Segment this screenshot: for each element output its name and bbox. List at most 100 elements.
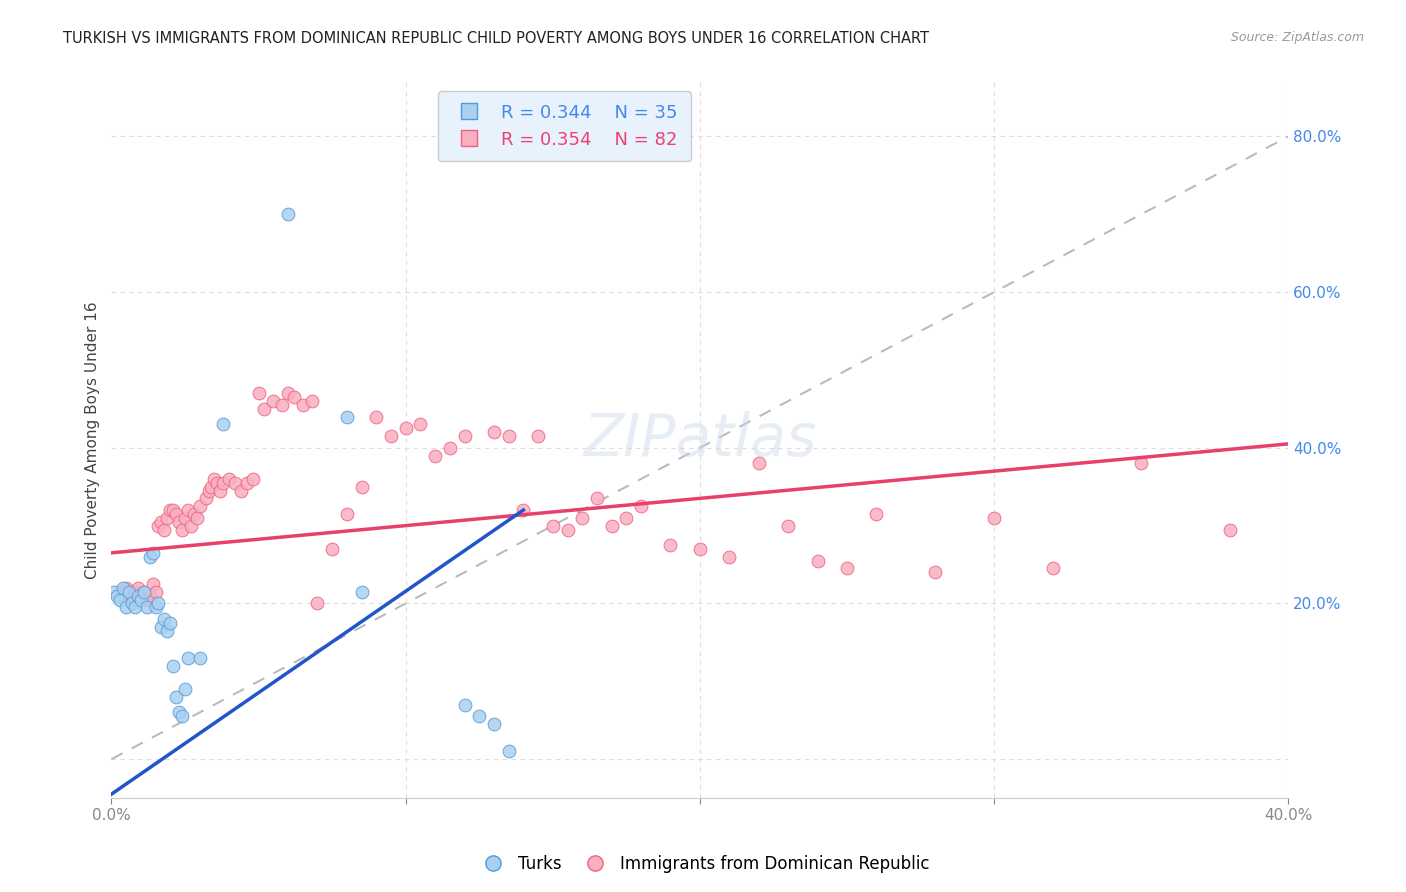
Point (224, 475, 246, 490)
Point (527, 429, 550, 443)
Point (262, 394, 284, 409)
Point (132, 584, 155, 599)
Point (188, 651, 211, 665)
Point (336, 409, 359, 424)
Point (145, 584, 167, 599)
Point (630, 499, 652, 513)
Point (148, 597, 170, 611)
Point (865, 507, 887, 521)
Point (247, 386, 270, 401)
Point (167, 515, 190, 529)
Point (321, 541, 343, 556)
Point (212, 475, 235, 490)
Point (350, 584, 373, 599)
Point (498, 429, 520, 443)
Point (689, 541, 711, 556)
Point (207, 475, 229, 490)
Point (380, 429, 402, 443)
Point (159, 615, 181, 630)
Point (1042, 561, 1064, 575)
Point (277, 207, 299, 221)
Point (156, 511, 179, 525)
Point (271, 398, 294, 412)
Point (482, 425, 505, 440)
Point (112, 584, 135, 599)
Point (586, 491, 609, 506)
Point (174, 682, 197, 697)
Point (395, 421, 418, 435)
Legend: Turks, Immigrants from Dominican Republic: Turks, Immigrants from Dominican Republi… (470, 848, 936, 880)
Point (557, 523, 579, 537)
Point (115, 600, 138, 615)
Point (236, 475, 259, 490)
Point (1219, 523, 1241, 537)
Point (200, 480, 222, 494)
Point (142, 577, 165, 591)
Point (253, 401, 276, 416)
Point (212, 417, 235, 432)
Point (138, 589, 160, 603)
Point (105, 589, 128, 603)
Point (145, 600, 167, 615)
Point (124, 584, 146, 599)
Point (301, 394, 323, 409)
Point (778, 518, 800, 533)
Point (835, 561, 858, 575)
Point (121, 597, 143, 611)
Point (165, 507, 187, 521)
Point (159, 503, 181, 517)
Point (1130, 456, 1153, 470)
Point (209, 483, 232, 498)
Point (167, 706, 190, 720)
Point (180, 518, 202, 533)
Point (498, 744, 520, 758)
Point (121, 592, 143, 607)
Text: ZIPatlas: ZIPatlas (583, 411, 817, 468)
Point (150, 620, 173, 634)
Point (924, 566, 946, 580)
Point (135, 592, 157, 607)
Point (336, 507, 359, 521)
Point (138, 549, 160, 564)
Text: Source: ZipAtlas.com: Source: ZipAtlas.com (1230, 31, 1364, 45)
Point (512, 503, 534, 517)
Point (186, 511, 208, 525)
Point (229, 483, 252, 498)
Point (153, 612, 176, 626)
Point (218, 472, 240, 486)
Point (197, 483, 219, 498)
Point (118, 584, 141, 599)
Point (350, 480, 373, 494)
Point (366, 409, 388, 424)
Point (148, 518, 170, 533)
Legend: R = 0.344    N = 35, R = 0.354    N = 82: R = 0.344 N = 35, R = 0.354 N = 82 (439, 91, 690, 161)
Point (127, 589, 149, 603)
Point (202, 472, 225, 486)
Point (277, 386, 299, 401)
Point (103, 584, 125, 599)
Point (112, 581, 135, 595)
Point (482, 717, 505, 731)
Point (150, 515, 173, 529)
Point (129, 589, 152, 603)
Point (124, 600, 146, 615)
Point (614, 511, 637, 525)
Point (132, 584, 155, 599)
Point (283, 390, 305, 404)
Point (118, 589, 141, 603)
Point (291, 398, 314, 412)
Point (129, 592, 152, 607)
Point (468, 709, 491, 723)
Point (571, 511, 593, 525)
Point (165, 690, 187, 704)
Point (170, 523, 193, 537)
Point (162, 503, 184, 517)
Point (135, 600, 157, 615)
Point (453, 429, 475, 443)
Point (409, 417, 432, 432)
Point (110, 592, 132, 607)
Point (242, 472, 264, 486)
Point (748, 456, 770, 470)
Point (600, 518, 623, 533)
Point (170, 709, 193, 723)
